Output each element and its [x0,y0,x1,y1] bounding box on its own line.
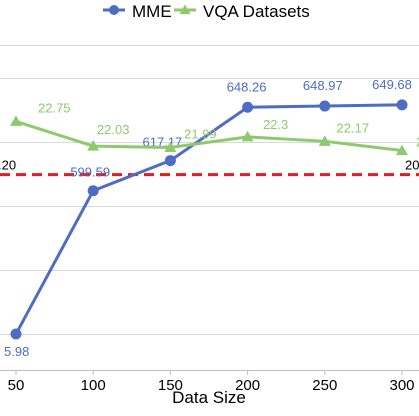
x-axis-ticks: 50 100 150 200 250 300 [8,370,415,394]
x-tick-label: 250 [312,377,337,394]
data-label: 5.98 [4,344,29,359]
reference-line: .20 20 [0,158,419,177]
data-point [318,135,331,146]
reference-right-label: 20 [405,158,419,173]
data-point [319,100,331,112]
data-point [241,130,254,142]
data-label: 22.75 [38,100,71,115]
data-label: 22.17 [337,120,370,135]
x-tick-label: 150 [158,377,183,394]
data-label: 22.3 [263,117,288,132]
data-point [10,328,22,340]
data-label: 22.03 [97,122,130,137]
legend-entry: MME [132,2,172,21]
x-tick-label: 300 [389,377,414,394]
data-label: 648.26 [227,79,267,94]
x-tick-label: 50 [8,377,25,394]
reference-left-label: .20 [0,158,16,173]
grid-lines [0,45,419,335]
data-point [87,185,99,197]
series-vqa-datasets: 22.75 22.03 21.99 22.3 22.17 2 [10,100,419,156]
data-label: 2 [416,135,419,150]
data-point [396,99,408,111]
legend: MME VQA Datasets [103,2,310,21]
data-label: 648.97 [303,78,343,93]
data-point [164,155,176,167]
data-label: 21.99 [184,126,217,141]
data-point [10,115,22,126]
legend-entry: VQA Datasets [203,2,310,21]
data-point [164,141,177,152]
data-point [242,101,254,113]
x-axis-label: Data Size [172,388,246,407]
data-label: 649.68 [372,77,412,92]
data-label: 599.59 [70,165,110,180]
legend-marker [179,4,191,15]
x-tick-label: 100 [81,377,106,394]
x-tick-label: 200 [235,377,260,394]
series-line [15,119,403,153]
legend-marker [109,5,119,15]
data-point [396,144,408,156]
series-line [14,103,403,335]
data-point [87,140,100,151]
